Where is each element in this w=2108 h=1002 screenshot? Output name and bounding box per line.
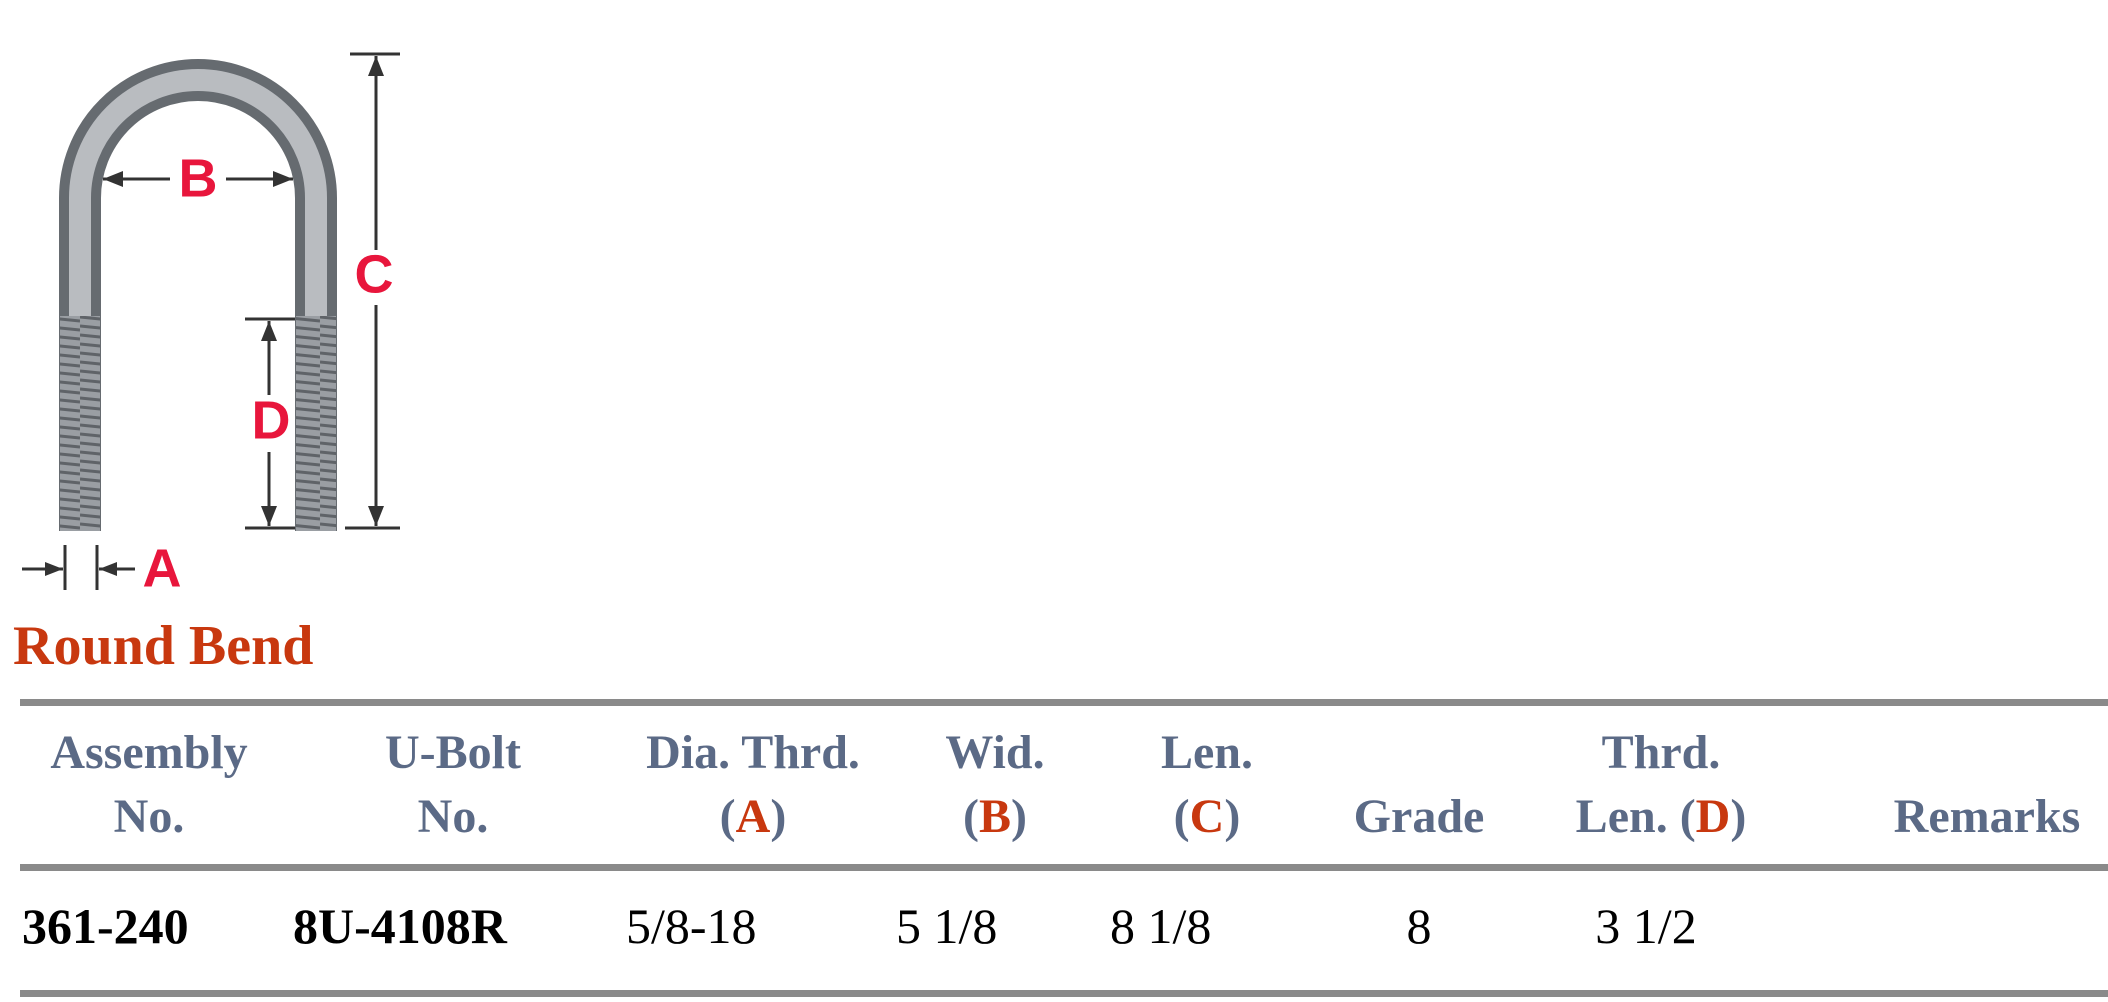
header-text: (C) bbox=[1174, 790, 1241, 843]
header-letter: A bbox=[736, 790, 771, 843]
rule bbox=[20, 699, 2108, 706]
header-text: Thrd. bbox=[1602, 726, 1721, 779]
table-cell: 5/8-18 bbox=[626, 898, 757, 954]
header-paren: ) bbox=[1224, 790, 1240, 843]
header-text: No. bbox=[418, 790, 489, 843]
label-a: A bbox=[143, 538, 182, 598]
header-text: (B) bbox=[963, 790, 1027, 843]
header-letter: C bbox=[1190, 790, 1225, 843]
header-text: Len. bbox=[1161, 726, 1253, 779]
header-text: No. bbox=[114, 790, 185, 843]
header-text: Dia. Thrd. bbox=[646, 726, 860, 779]
table-cell: 8 1/8 bbox=[1110, 898, 1211, 954]
header-paren: ( bbox=[720, 790, 736, 843]
header-text: Len. (D) bbox=[1576, 790, 1747, 843]
table-cell: 5 1/8 bbox=[896, 898, 997, 954]
header-text: Wid. bbox=[945, 726, 1044, 779]
table-cell: 3 1/2 bbox=[1595, 898, 1696, 954]
label-b: B bbox=[179, 148, 218, 208]
header-letter: B bbox=[979, 790, 1011, 843]
u-bolt-diagram: B C D A bbox=[22, 52, 400, 598]
table-cell: 8U-4108R bbox=[293, 898, 508, 954]
header-text: Remarks bbox=[1894, 790, 2081, 843]
header-paren: ( bbox=[1174, 790, 1190, 843]
header-text: Assembly bbox=[50, 726, 247, 779]
label-d: D bbox=[252, 390, 291, 450]
header-paren: ( bbox=[963, 790, 979, 843]
header-text: U-Bolt bbox=[385, 726, 521, 779]
rule bbox=[20, 990, 2108, 997]
header-paren: ) bbox=[1730, 790, 1746, 843]
header-text: (A) bbox=[720, 790, 787, 843]
header-paren: ) bbox=[1011, 790, 1027, 843]
rule bbox=[20, 864, 2108, 871]
header-text: Grade bbox=[1354, 790, 1485, 843]
table-cell: 8 bbox=[1407, 898, 1432, 954]
table-cell: 361-240 bbox=[22, 898, 189, 954]
header-paren: Len. ( bbox=[1576, 790, 1696, 843]
label-c: C bbox=[355, 244, 394, 304]
header-paren: ) bbox=[770, 790, 786, 843]
header-letter: D bbox=[1696, 790, 1731, 843]
section-title: Round Bend bbox=[13, 615, 313, 677]
